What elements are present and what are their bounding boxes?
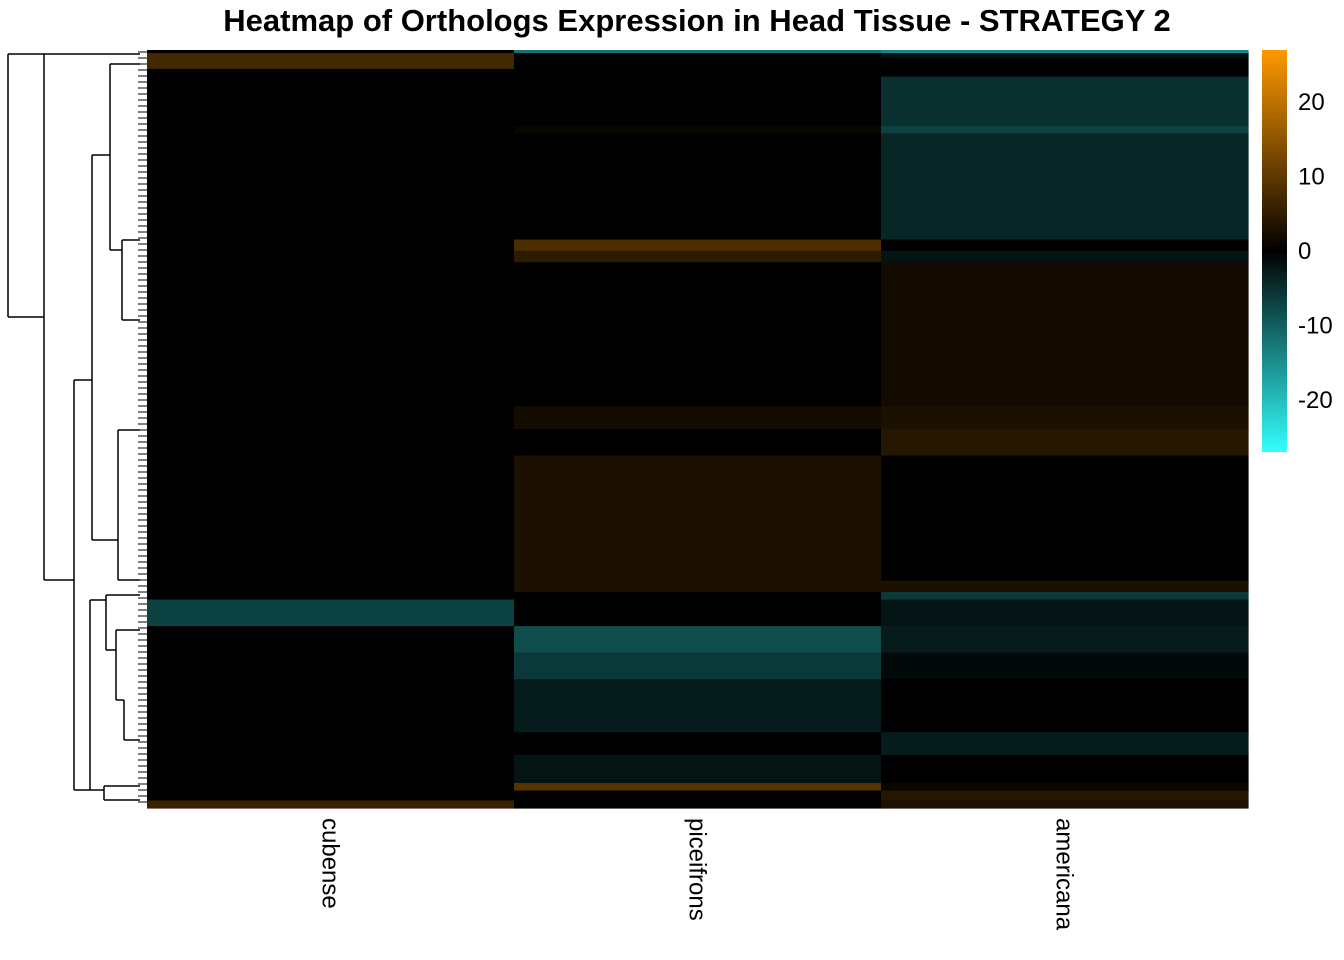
heatmap-cell: [881, 406, 1249, 430]
column-label: piceifrons: [684, 818, 711, 921]
heatmap-cell: [147, 125, 515, 134]
heatmap-cell: [514, 133, 882, 241]
dendrogram-branch: [90, 785, 140, 801]
heatmap-cell: [514, 125, 882, 134]
heatmap-cell: [147, 754, 515, 784]
heatmap-cell: [147, 800, 515, 809]
heatmap-cell: [514, 790, 882, 802]
dendrogram-branch: [105, 594, 140, 741]
dendrogram-branch: [73, 580, 106, 791]
heatmap-cell: [881, 580, 1249, 593]
heatmap-cell: [147, 57, 515, 70]
heatmap-cell: [881, 53, 1249, 59]
heatmap-cell: [147, 599, 515, 627]
column-label: americana: [1051, 818, 1078, 931]
heatmap-cell: [147, 406, 515, 430]
heatmap-cell: [147, 262, 515, 407]
legend-tick-label: -20: [1298, 387, 1333, 414]
heatmap-cell: [147, 250, 515, 263]
heatmap-cell: [881, 455, 1249, 582]
heatmap-cell: [514, 626, 882, 654]
heatmap-cell: [881, 50, 1249, 54]
legend-tick-label: 10: [1298, 164, 1325, 191]
heatmap-cell: [147, 50, 515, 54]
heatmap-cell: [881, 790, 1249, 802]
heatmap-cell: [147, 679, 515, 733]
heatmap-cell: [881, 68, 1249, 78]
dendrogram-branch: [91, 63, 140, 380]
heatmap-cell: [514, 679, 882, 733]
heatmap-cell: [881, 429, 1249, 457]
heatmap-cell: [881, 125, 1249, 134]
heatmap-cell: [881, 239, 1249, 252]
heatmap-cell: [881, 782, 1249, 792]
dendrogram-branch: [91, 380, 140, 581]
heatmap-cell: [881, 76, 1249, 127]
heatmap-cell: [881, 262, 1249, 407]
heatmap-cell: [147, 68, 515, 78]
heatmap-cell: [147, 626, 515, 654]
heatmap-cell: [514, 800, 882, 809]
legend-tick-label: 20: [1298, 89, 1325, 116]
heatmap-cell: [881, 57, 1249, 70]
heatmap-cell: [514, 782, 882, 792]
column-label: cubense: [317, 818, 344, 909]
heatmap-cell: [514, 455, 882, 582]
heatmap-cell: [514, 57, 882, 70]
dendrogram-branch: [7, 53, 140, 318]
heatmap-cell: [147, 429, 515, 457]
heatmap-cell: [514, 754, 882, 784]
heatmap-cell: [881, 250, 1249, 263]
heatmap-cell: [147, 53, 515, 59]
legend-tick-label: 0: [1298, 238, 1311, 265]
heatmap-cell: [147, 455, 515, 582]
heatmap-cell: [514, 239, 882, 252]
heatmap-cell: [881, 652, 1249, 680]
heatmap-cell: [514, 652, 882, 680]
dendrogram-branch: [43, 54, 74, 581]
heatmap-cell: [514, 53, 882, 59]
dendrogram-leaves: [138, 51, 147, 803]
heatmap-cell: [881, 732, 1249, 756]
heatmap-cell: [514, 250, 882, 263]
heatmap-cell: [881, 679, 1249, 733]
heatmap-cell: [514, 50, 882, 54]
heatmap-cell: [147, 580, 515, 593]
heatmap-cell: [514, 76, 882, 127]
row-dendrogram: [7, 51, 147, 803]
heatmap-cell: [514, 406, 882, 430]
heatmap-cell: [881, 599, 1249, 627]
color-legend-bar: [1262, 50, 1287, 452]
heatmap-cell: [514, 599, 882, 627]
dendrogram-branch: [109, 155, 140, 321]
heatmap-cell: [881, 591, 1249, 601]
heatmap-cell: [147, 133, 515, 241]
heatmap-cell: [514, 262, 882, 407]
heatmap-cell: [147, 782, 515, 792]
heatmap-cell: [147, 76, 515, 127]
legend-tick-label: -10: [1298, 312, 1333, 339]
heatmap-cell: [881, 133, 1249, 241]
heatmap-cell: [514, 68, 882, 78]
heatmap-cells: [147, 50, 1249, 809]
color-legend-ticks: 20 10 0 -10 -20: [1298, 89, 1333, 414]
chart-title: Heatmap of Orthologs Expression in Head …: [223, 3, 1170, 38]
heatmap-cell: [514, 429, 882, 457]
heatmap-cell: [147, 591, 515, 601]
dendrogram-branch: [73, 379, 92, 580]
heatmap-cell: [881, 626, 1249, 654]
column-labels: cubense piceifrons americana: [317, 818, 1078, 931]
heatmap-cell: [514, 591, 882, 601]
heatmap-cell: [514, 580, 882, 593]
heatmap-cell: [147, 790, 515, 802]
heatmap-cell: [147, 652, 515, 680]
heatmap-cell: [881, 800, 1249, 809]
heatmap-cell: [147, 239, 515, 252]
heatmap-cell: [147, 732, 515, 756]
heatmap-cell: [514, 732, 882, 756]
heatmap-cell: [881, 754, 1249, 784]
